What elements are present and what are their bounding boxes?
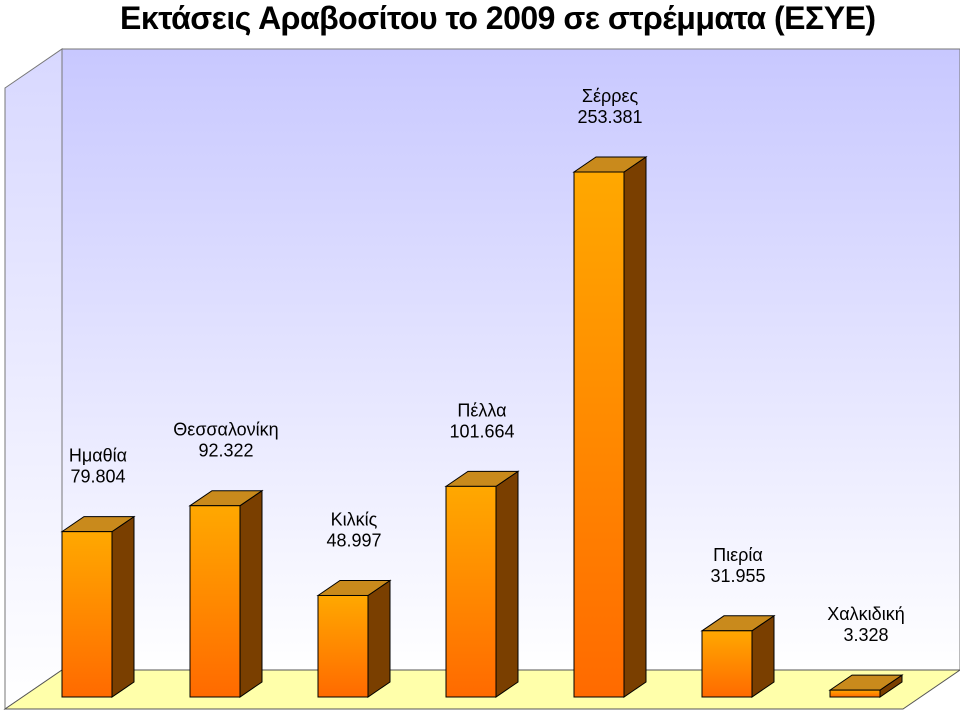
bar-4-value-label: 101.664 (449, 421, 514, 441)
bar-6 (701, 630, 753, 698)
bar-5 (573, 171, 625, 698)
bar-2-side (239, 489, 263, 698)
chart-title: Εκτάσεις Αραβοσίτου το 2009 σε στρέμματα… (120, 0, 876, 36)
bar-2-value-label: 92.322 (198, 441, 253, 461)
bar-1-value-label: 79.804 (70, 467, 125, 487)
bar-2 (189, 505, 241, 698)
bar-5-value-label: 253.381 (577, 107, 642, 127)
bar-2-category-label: Θεσσαλονίκη (173, 420, 278, 440)
bar-6-category-label: Πιερία (713, 545, 763, 565)
bar-7-category-label: Χαλκιδική (827, 604, 904, 624)
bar-1-side (111, 515, 135, 698)
bar-1-category-label: Ημαθία (69, 446, 127, 466)
bar-3 (317, 594, 369, 698)
bar-7-value-label: 3.328 (843, 625, 888, 645)
bar-3-value-label: 48.997 (326, 530, 381, 550)
bar-6-value-label: 31.955 (710, 566, 765, 586)
bar-4-side (495, 470, 519, 698)
bar-4 (445, 485, 497, 698)
bar-4-category-label: Πέλλα (457, 400, 506, 420)
bar-3-side (367, 579, 391, 698)
bar-5-side (623, 156, 647, 698)
bar-3-category-label: Κιλκίς (331, 509, 378, 529)
bar-7 (829, 689, 881, 698)
chart-side-wall (4, 48, 63, 710)
bar-5-category-label: Σέρρες (582, 86, 639, 106)
bar-1 (61, 531, 113, 698)
